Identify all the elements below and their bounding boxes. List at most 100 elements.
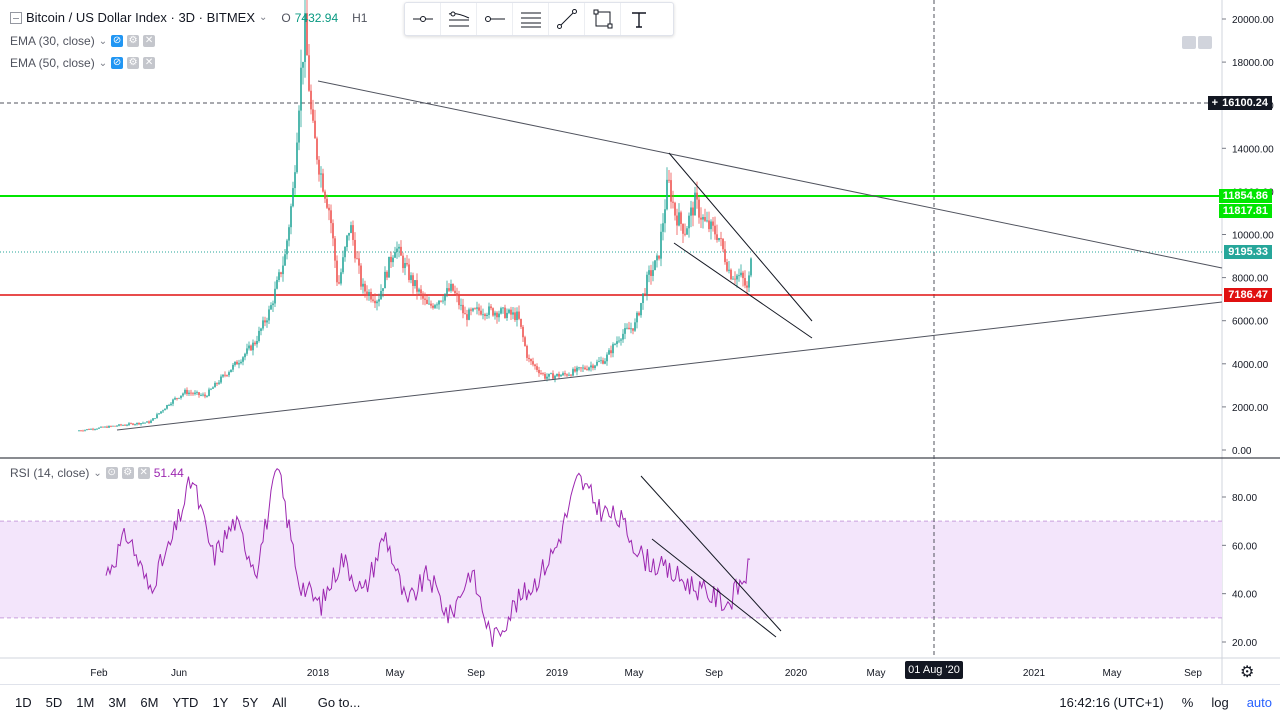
plus-icon[interactable]: + [1211, 97, 1219, 109]
gear-icon[interactable]: ⚙ [127, 35, 140, 47]
candle-body [98, 427, 100, 429]
arrow-down-icon[interactable] [1182, 36, 1196, 49]
range-1y[interactable]: 1Y [212, 694, 229, 710]
candle-body [734, 278, 736, 280]
collapse-icon[interactable] [10, 11, 22, 24]
percent-toggle[interactable]: % [1181, 694, 1194, 710]
candle-body [156, 414, 158, 419]
crosshair-date-badge: 01 Aug '20 [905, 661, 963, 679]
chevron-down-icon[interactable]: ⌄ [93, 467, 102, 479]
candle-body [688, 215, 690, 229]
candle-body [362, 283, 364, 287]
gear-icon[interactable]: ⚙ [127, 57, 140, 69]
symbol-title[interactable]: Bitcoin / US Dollar Index · 3D · BITMEX [26, 10, 256, 25]
candle-body [680, 212, 682, 224]
green-line-badge-2: 11817.81 [1218, 204, 1272, 218]
indicator-ema30[interactable]: EMA (30, close) ⌄ ⊘ ⚙ ✕ [10, 34, 156, 48]
goto-button[interactable]: Go to... [317, 694, 361, 710]
line-tool-icon[interactable] [549, 3, 585, 35]
close-icon[interactable]: ✕ [143, 57, 156, 69]
text-tool-icon[interactable] [621, 3, 657, 35]
candle-body [584, 367, 586, 370]
rectangle-tool-icon[interactable] [585, 3, 621, 35]
candle-body [426, 299, 428, 304]
candle-body [724, 249, 726, 263]
candle-body [118, 424, 120, 426]
candle-body [492, 308, 494, 316]
close-icon[interactable]: ✕ [143, 35, 156, 47]
candle-body [90, 428, 92, 430]
candle-body [470, 309, 472, 311]
chevron-down-icon[interactable]: ⌄ [98, 57, 108, 69]
close-icon[interactable]: ✕ [137, 467, 150, 479]
range-5y[interactable]: 5Y [242, 694, 259, 710]
indicator-label[interactable]: EMA (30, close) [10, 34, 95, 48]
chart-canvas[interactable]: 20000.0018000.0016000.0014000.0012000.00… [0, 0, 1280, 684]
candle-body [682, 223, 684, 234]
ray-tool-icon[interactable] [477, 3, 513, 35]
ascending-trendline [116, 301, 1223, 431]
candle-body [272, 303, 274, 306]
candle-body [248, 345, 250, 349]
candle-body [636, 312, 638, 323]
log-toggle[interactable]: log [1211, 694, 1229, 710]
x-tick-label: May [1103, 668, 1122, 679]
candle-body [130, 423, 132, 425]
chart-settings-gear-icon[interactable]: ⚙ [1240, 664, 1255, 681]
range-3m[interactable]: 3M [108, 694, 127, 710]
eye-icon[interactable]: ⊙ [105, 467, 118, 479]
candle-body [554, 375, 556, 379]
candle-body [476, 307, 478, 309]
fib-tool-icon[interactable] [513, 3, 549, 35]
arrow-up-icon[interactable] [1198, 36, 1212, 49]
range-all[interactable]: All [272, 694, 287, 710]
candle-body [396, 248, 398, 252]
auto-toggle[interactable]: auto [1246, 694, 1272, 710]
candle-body [406, 263, 408, 265]
scale-buttons[interactable] [1182, 36, 1212, 49]
range-6m[interactable]: 6M [140, 694, 159, 710]
candle-body [728, 269, 730, 271]
indicator-label[interactable]: EMA (50, close) [10, 56, 95, 70]
candle-body [448, 288, 450, 291]
y-tick-label: 8000.00 [1232, 274, 1269, 285]
candle-body [400, 246, 402, 256]
candle-body [414, 280, 416, 286]
range-1d[interactable]: 1D [15, 694, 32, 710]
x-tick-label: May [867, 668, 886, 679]
rsi-legend[interactable]: RSI (14, close) ⌄ ⊙ ⚙ ✕ 51.44 [10, 466, 184, 480]
candle-body [662, 223, 664, 232]
candle-body [710, 221, 712, 230]
candle-body [398, 246, 400, 249]
candle-body [668, 179, 670, 181]
candle-body [478, 307, 480, 311]
range-5d[interactable]: 5D [45, 694, 63, 710]
eye-icon[interactable]: ⊘ [111, 35, 124, 47]
indicator-ema50[interactable]: EMA (50, close) ⌄ ⊘ ⚙ ✕ [10, 56, 156, 70]
parallel-channel-icon[interactable] [441, 3, 477, 35]
candle-body [530, 359, 532, 362]
candle-body [498, 313, 500, 318]
candle-body [742, 272, 744, 279]
candle-body [356, 258, 358, 260]
candle-body [106, 426, 108, 428]
candle-body [652, 270, 654, 276]
candle-body [402, 255, 404, 269]
eye-icon[interactable]: ⊘ [111, 57, 124, 69]
candle-body [626, 327, 628, 329]
candle-body [726, 262, 728, 271]
range-ytd[interactable]: YTD [172, 694, 199, 710]
range-1m[interactable]: 1M [76, 694, 95, 710]
candle-body [484, 314, 486, 317]
candle-body [194, 392, 196, 394]
candle-body [154, 418, 156, 420]
rsi-label[interactable]: RSI (14, close) [10, 466, 90, 480]
candle-body [686, 228, 688, 235]
gear-icon[interactable]: ⚙ [121, 467, 134, 479]
trend-line-tool-icon[interactable] [405, 3, 441, 35]
chevron-down-icon[interactable]: ⌄ [98, 35, 108, 47]
chevron-down-icon[interactable]: ⌄ [259, 12, 268, 23]
clock-timezone[interactable]: 16:42:16 (UTC+1) [1059, 694, 1164, 710]
candle-body [620, 339, 622, 341]
candle-body [312, 109, 314, 121]
